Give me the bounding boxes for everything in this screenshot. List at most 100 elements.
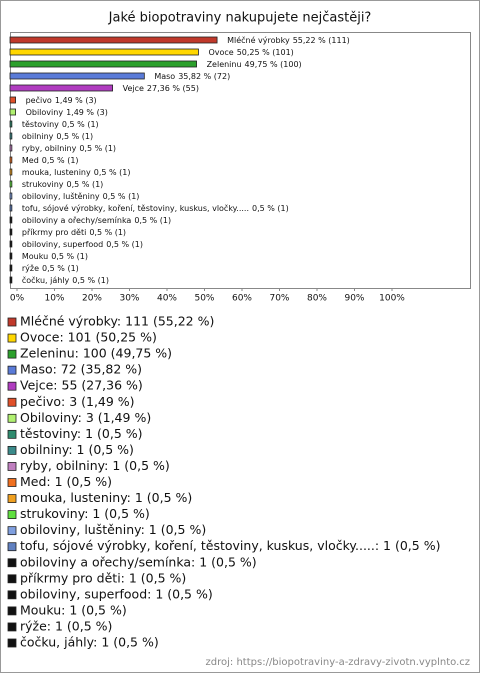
legend-label: Obiloviny: 3 (1,49 %) [20,410,151,425]
bar-label: Mouku 0,5 % (1) [22,252,88,261]
x-tick-label: 20% [82,294,102,304]
bar-label: pečivo 1,49 % (3) [26,95,97,105]
legend-label: Med: 1 (0,5 %) [20,474,112,489]
legend-label: příkrmy pro děti: 1 (0,5 %) [20,570,186,585]
value-label: 1,49 % (3) [55,96,97,105]
legend-label: čočku, jáhly: 1 (0,5 %) [20,635,159,650]
bar-category: Vejce [123,84,144,93]
bar-category: Maso [154,72,175,81]
bar-category: strukoviny [22,180,64,189]
value-label: 0,5 % (1) [42,264,79,273]
bar [9,144,13,152]
legend-label: obiloviny, superfood: 1 (0,5 %) [20,586,213,601]
bar-label: Obiloviny 1,49 % (3) [26,108,108,117]
x-tick-label: 50% [194,294,214,304]
value-label: 0,5 % (1) [79,144,116,153]
legend-swatch [7,349,17,359]
bar-category: obilniny [22,132,54,141]
bar-label: příkrmy pro děti 0,5 % (1) [22,228,126,237]
bar [9,156,13,164]
legend-swatch [7,478,17,487]
bar [9,252,13,260]
x-tick-label: 80% [307,294,327,304]
value-label: 0,5 % (1) [106,240,143,249]
value-label: 1,49 % (3) [66,108,108,117]
bar-label: Mléčné výrobky 55,22 % (111) [227,35,350,45]
bar-label: Zeleninu 49,75 % (100) [207,60,302,69]
legend-label: Vejce: 55 (27,36 %) [20,378,143,393]
bar-label: Vejce 27,36 % (55) [123,84,199,93]
value-label: 0,5 % (1) [103,192,140,201]
value-label: 0,5 % (1) [56,132,93,141]
legend-swatch [7,317,17,327]
legend-swatch [7,462,17,471]
legend-label: obilniny: 1 (0,5 %) [20,442,134,457]
chart-title: Jaké biopotraviny nakupujete nejčastěji? [108,11,372,26]
bar-category: obiloviny a ořechy/semínka [22,216,132,225]
x-tick-label: 90% [344,294,364,304]
bar [9,168,13,176]
bar-label: čočku, jáhly 0,5 % (1) [22,275,109,285]
bar [9,60,197,68]
bar [9,192,13,200]
source: zdroj: https://biopotraviny-a-zdravy-ziv… [206,657,470,668]
bar [9,108,16,116]
legend-label: Maso: 72 (35,82 %) [20,362,142,377]
x-tick-label: 10% [44,294,64,304]
bar-category: Obiloviny [26,108,64,117]
legend-swatch [7,494,17,503]
bar-category: ryby, obilniny [22,144,77,153]
bar-category: obiloviny, luštěniny [22,191,100,201]
bar-label: obiloviny, superfood 0,5 % (1) [22,240,143,249]
legend-label: Mléčné výrobky: 111 (55,22 %) [20,314,214,329]
bar-category: tofu, sójové výrobky, koření, těstoviny,… [22,203,249,213]
bar [9,72,145,80]
bar-label: strukoviny 0,5 % (1) [22,180,103,189]
legend-swatch [7,526,17,536]
value-label: 0,5 % (1) [62,120,99,129]
x-tick-label: 30% [119,294,139,304]
bar-label: rýže 0,5 % (1) [22,264,79,273]
legend-label: tofu, sójové výrobky, koření, těstoviny,… [20,538,440,553]
legend-swatch [7,413,17,423]
bar-label: Ovoce 50,25 % (101) [208,48,293,57]
bar [9,228,13,236]
x-tick-label: 70% [269,294,289,304]
bar [9,48,199,56]
bar [9,84,113,92]
x-tick-label: 60% [232,294,252,304]
bar-label: obiloviny, luštěniny 0,5 % (1) [22,191,140,201]
legend-swatch [7,381,17,391]
value-label: 0,5 % (1) [134,216,171,225]
value-label: 50,25 % (101) [237,48,294,57]
value-label: 49,75 % (100) [245,60,302,69]
x-tick-label: 100% [379,294,405,304]
legend-swatch [7,542,17,552]
legend-swatch [7,365,17,375]
value-label: 0,5 % (1) [94,168,131,177]
bar-label: Med 0,5 % (1) [22,156,79,165]
bar-label: mouka, lusteniny 0,5 % (1) [22,168,131,177]
legend-swatch [7,510,17,520]
bar [9,96,16,104]
legend-label: obiloviny, luštěniny: 1 (0,5 %) [20,522,206,537]
legend-swatch [7,333,17,343]
bar-label: ryby, obilniny 0,5 % (1) [22,144,116,153]
legend-swatch [7,397,17,407]
value-label: 0,5 % (1) [72,276,109,285]
legend-label: pečivo: 3 (1,49 %) [20,394,135,409]
value-label: 27,36 % (55) [147,84,199,93]
legend-label: obiloviny a ořechy/semínka: 1 (0,5 %) [20,554,257,569]
legend-label: ryby, obilniny: 1 (0,5 %) [20,458,170,473]
legend-swatch [7,622,17,632]
legend-label: rýže: 1 (0,5 %) [20,618,112,633]
bar-category: příkrmy pro děti [22,228,86,237]
bar-category: mouka, lusteniny [22,168,91,177]
bar-category: rýže [22,264,39,273]
bar [9,216,13,224]
legend-label: těstoviny: 1 (0,5 %) [20,426,143,441]
bar [9,36,218,44]
x-tick-label: 40% [157,294,177,304]
